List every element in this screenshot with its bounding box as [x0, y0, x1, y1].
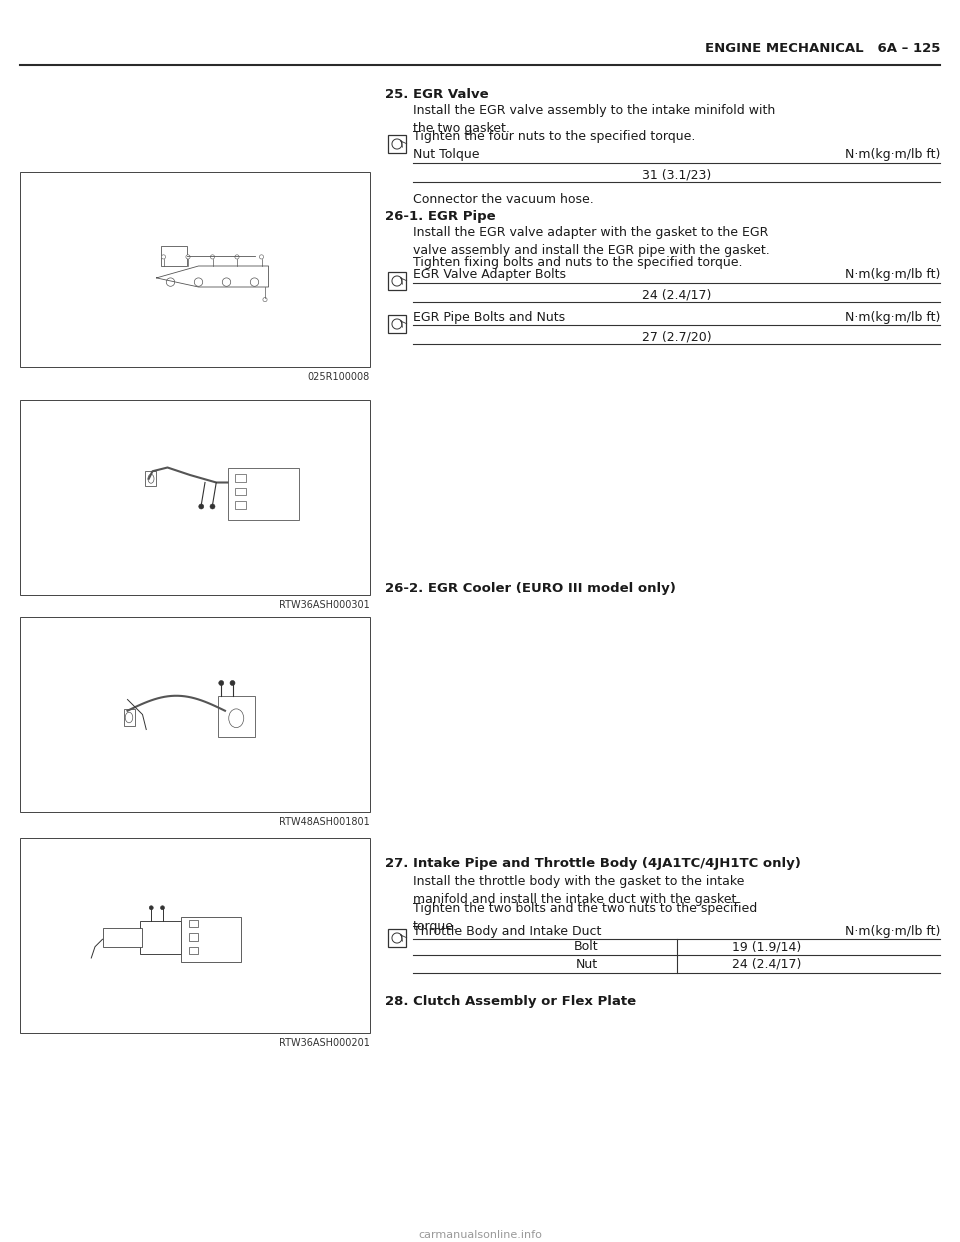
Bar	[189, 933, 198, 940]
Ellipse shape	[148, 474, 154, 483]
Text: 24 (2.4/17): 24 (2.4/17)	[732, 958, 802, 970]
Text: RTW36ASH000201: RTW36ASH000201	[279, 1038, 370, 1048]
Text: 24 (2.4/17): 24 (2.4/17)	[642, 288, 711, 301]
Circle shape	[186, 255, 190, 260]
Bar	[235, 488, 247, 496]
Bar	[140, 920, 181, 954]
Circle shape	[166, 278, 175, 287]
Bar	[388, 272, 406, 289]
Circle shape	[160, 905, 164, 909]
Circle shape	[210, 504, 215, 509]
Bar	[235, 502, 247, 509]
Ellipse shape	[125, 712, 132, 723]
Text: N·m(kg·m/lb ft): N·m(kg·m/lb ft)	[845, 148, 940, 161]
Text: 025R100008: 025R100008	[308, 373, 370, 383]
Text: 31 (3.1/23): 31 (3.1/23)	[642, 168, 711, 181]
Circle shape	[210, 255, 215, 260]
Bar	[161, 246, 186, 266]
Text: 26-2. EGR Cooler (EURO III model only): 26-2. EGR Cooler (EURO III model only)	[385, 582, 676, 595]
Text: N·m(kg·m/lb ft): N·m(kg·m/lb ft)	[845, 268, 940, 281]
Text: Install the EGR valve adapter with the gasket to the EGR
valve assembly and inst: Install the EGR valve adapter with the g…	[413, 226, 770, 257]
Bar	[388, 135, 406, 153]
Text: carmanualsonline.info: carmanualsonline.info	[418, 1230, 542, 1240]
Circle shape	[230, 681, 235, 686]
Bar	[124, 709, 135, 725]
Text: 27 (2.7/20): 27 (2.7/20)	[641, 330, 711, 343]
Text: Bolt: Bolt	[574, 940, 599, 954]
Text: Connector the vacuum hose.: Connector the vacuum hose.	[413, 193, 593, 206]
Bar	[103, 928, 141, 946]
Text: EGR Valve Adapter Bolts: EGR Valve Adapter Bolts	[413, 268, 566, 281]
Bar	[20, 838, 370, 1033]
Text: N·m(kg·m/lb ft): N·m(kg·m/lb ft)	[845, 925, 940, 938]
Text: RTW48ASH001801: RTW48ASH001801	[279, 817, 370, 827]
Bar	[20, 171, 370, 366]
Circle shape	[199, 504, 204, 509]
Circle shape	[235, 255, 239, 260]
Circle shape	[223, 278, 230, 287]
Text: 26-1. EGR Pipe: 26-1. EGR Pipe	[385, 210, 495, 224]
Text: RTW36ASH000301: RTW36ASH000301	[279, 600, 370, 610]
Bar	[388, 315, 406, 333]
Text: 27. Intake Pipe and Throttle Body (4JA1TC/4JH1TC only): 27. Intake Pipe and Throttle Body (4JA1T…	[385, 857, 801, 869]
Text: 28. Clutch Assembly or Flex Plate: 28. Clutch Assembly or Flex Plate	[385, 995, 636, 1009]
Text: 19 (1.9/14): 19 (1.9/14)	[732, 940, 802, 954]
Bar	[20, 617, 370, 812]
Ellipse shape	[228, 709, 244, 728]
Bar	[218, 696, 255, 737]
Text: Tighten the four nuts to the specified torque.: Tighten the four nuts to the specified t…	[413, 130, 695, 143]
Text: Nut Tolque: Nut Tolque	[413, 148, 479, 161]
Circle shape	[263, 298, 267, 302]
Text: Tighten fixing bolts and nuts to the specified torque.: Tighten fixing bolts and nuts to the spe…	[413, 256, 742, 270]
Text: Install the EGR valve assembly to the intake minifold with
the two gasket.: Install the EGR valve assembly to the in…	[413, 104, 776, 135]
Bar	[145, 471, 156, 487]
Text: N·m(kg·m/lb ft): N·m(kg·m/lb ft)	[845, 310, 940, 324]
Text: Tighten the two bolts and the two nuts to the specified
torque.: Tighten the two bolts and the two nuts t…	[413, 902, 757, 933]
Bar	[181, 917, 241, 961]
Circle shape	[161, 255, 166, 260]
Circle shape	[219, 681, 224, 686]
Circle shape	[259, 255, 264, 260]
Circle shape	[149, 905, 154, 909]
Text: ENGINE MECHANICAL   6A – 125: ENGINE MECHANICAL 6A – 125	[705, 42, 940, 55]
Bar	[189, 920, 198, 928]
Bar	[235, 474, 247, 482]
Bar	[388, 929, 406, 946]
Text: EGR Pipe Bolts and Nuts: EGR Pipe Bolts and Nuts	[413, 310, 565, 324]
Text: 25. EGR Valve: 25. EGR Valve	[385, 88, 489, 101]
Text: Throttle Body and Intake Duct: Throttle Body and Intake Duct	[413, 925, 601, 938]
Text: Install the throttle body with the gasket to the intake
manifold and install the: Install the throttle body with the gaske…	[413, 876, 744, 905]
Bar	[189, 946, 198, 954]
Circle shape	[251, 278, 258, 287]
Text: Nut: Nut	[575, 958, 597, 970]
Bar	[228, 467, 299, 520]
Circle shape	[194, 278, 203, 287]
Bar	[20, 400, 370, 595]
